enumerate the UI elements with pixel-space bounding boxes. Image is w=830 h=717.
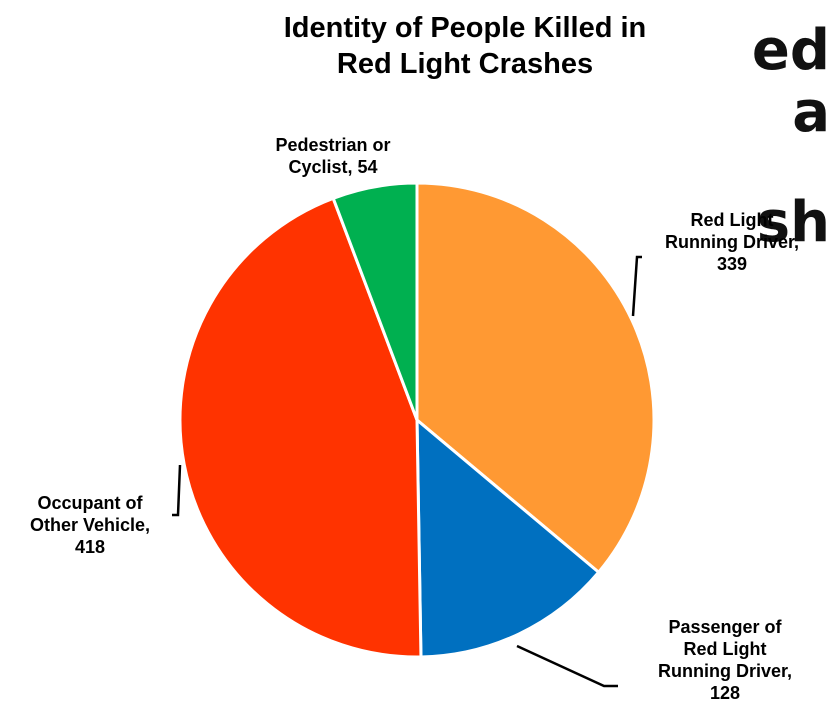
slice-label-line: 128 xyxy=(710,683,740,703)
slice-label-0: Red Light Running Driver, 339 xyxy=(665,210,799,274)
slice-label-line: Occupant of xyxy=(37,493,143,513)
slice-label-line: Running Driver, xyxy=(665,232,799,252)
leader-line-1 xyxy=(516,644,618,688)
slice-label-line: Red Light xyxy=(684,639,767,659)
chart-title-line: Red Light Crashes xyxy=(336,48,594,80)
pie-slice-3 xyxy=(331,181,419,422)
pie-slice-0 xyxy=(415,181,656,574)
chart-title: Identity of People Killed in Red Light C… xyxy=(200,10,730,82)
slice-label-line: Red Light xyxy=(691,210,774,230)
chart-title-line: Identity of People Killed in xyxy=(283,12,647,44)
pie-slice-2 xyxy=(178,196,423,659)
slice-label-2: Occupant of Other Vehicle, 418 xyxy=(30,493,150,557)
slice-label-line: 339 xyxy=(717,254,747,274)
slice-label-line: Running Driver, xyxy=(658,661,792,681)
slice-label-line: Passenger of xyxy=(668,617,782,637)
slice-label-line: 418 xyxy=(75,537,105,557)
slice-label-1: Passenger of Red Light Running Driver, 128 xyxy=(658,617,792,703)
background-heading-line: a xyxy=(792,80,830,145)
slice-label-line: Pedestrian or xyxy=(275,135,390,155)
pie-slice-1 xyxy=(415,418,601,659)
background-heading-line: sh xyxy=(756,190,830,255)
slice-label-line: Other Vehicle, xyxy=(30,515,150,535)
leader-line-0 xyxy=(631,255,642,317)
slice-label-3: Pedestrian or Cyclist, 54 xyxy=(275,135,390,177)
leader-line-2 xyxy=(172,464,182,517)
background-heading-line: ed xyxy=(751,18,830,83)
slice-label-line: Cyclist, 54 xyxy=(288,157,377,177)
